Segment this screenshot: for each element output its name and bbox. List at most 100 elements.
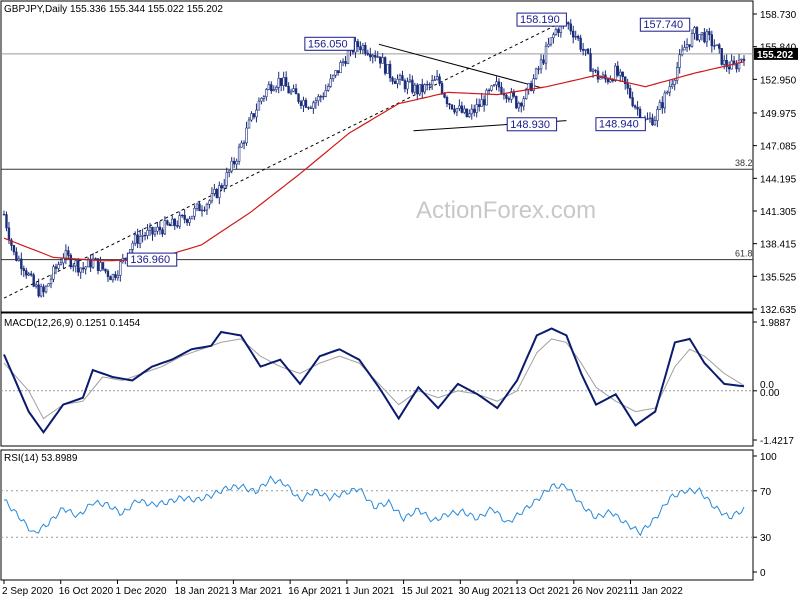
rsi-tick-label: 70 [760,487,772,498]
macd-title: MACD(12,26,9) 0.1251 0.1454 [4,318,141,329]
candle-body [715,44,718,47]
candle-body [537,68,540,70]
candle-body [124,257,127,260]
candle-body [532,78,535,91]
candle-body [435,76,439,81]
candle-body [591,69,595,72]
candle-body [49,278,53,285]
candle-body [284,77,288,87]
candle-body [153,230,157,235]
candle-body [59,262,63,265]
rsi-path [3,475,745,537]
rsi-axis: 100 70 30 0 [753,452,777,579]
candle-body [529,83,533,91]
candle-body [710,34,714,47]
candle-body [262,96,266,99]
candle-body [705,31,709,43]
date-tick-label: 11 Jan 2022 [629,586,684,597]
candle-body [468,113,471,118]
price-axis: 158.730155.840152.950149.975147.085144.1… [753,10,798,316]
candle-body [163,220,167,235]
candle-body [549,37,553,45]
candle-body [86,258,90,268]
candle-body [527,83,530,90]
candle-body [678,54,681,68]
candle-body [401,75,404,81]
candle-body [656,109,659,121]
candle-body [487,89,491,92]
candle-body [450,104,454,110]
candle-body [67,250,70,256]
candle-body [255,109,258,118]
candle-body [32,274,35,287]
price-tick-label: 138.415 [760,240,797,251]
candle-body [161,229,164,235]
candle-body [628,88,632,98]
candlesticks [2,16,746,298]
candle-body [470,108,473,115]
candle-body [141,234,144,237]
candle-body [525,88,528,100]
candle-body [700,32,704,35]
candle-body [683,47,686,51]
candle-body [302,99,305,106]
candle-body [594,69,597,72]
candle-body [500,86,503,95]
rsi-tick-label: 100 [760,452,777,463]
candle-body [438,76,441,84]
price-panel [0,0,754,313]
candle-body [666,91,669,94]
candle-body [230,160,233,172]
candle-body [346,49,350,64]
candle-body [658,102,662,110]
candle-body [148,226,152,231]
candle-body [242,142,246,144]
candle-body [319,96,322,98]
candle-body [497,81,501,88]
candle-body [287,86,290,94]
candle-body [158,226,162,231]
macd-tick-label: 0.00 [760,388,780,399]
candle-body [180,214,184,217]
candle-body [57,264,60,269]
candle-body [168,224,172,227]
candle-body [317,96,320,102]
candle-body [228,170,231,173]
candle-body [416,84,419,95]
candle-body [220,185,223,189]
fib-label: 61.8 [735,249,753,259]
candle-body [624,76,627,85]
date-tick-label: 2 Sep 2020 [2,586,54,597]
candle-body [569,23,572,32]
candle-body [371,55,374,58]
candle-body [81,267,85,270]
candle-body [245,127,248,144]
date-axis: 2 Sep 2020 16 Oct 2020 1 Dec 2020 18 Jan 20… [2,580,683,597]
candle-body [272,89,275,92]
candle-body [111,274,115,281]
candle-body [324,89,327,97]
candle-body [477,104,481,107]
candle-body [101,262,105,270]
candle-body [208,200,211,205]
date-tick-label: 3 Mar 2021 [231,586,282,597]
candle-body [490,85,493,91]
macd-axis: 1.9887 0.00.00 -1.4217 [753,318,794,447]
candle-body [653,120,657,126]
candle-body [606,78,610,83]
candle-body [116,275,120,278]
candle-body [495,81,498,86]
candle-body [455,108,459,113]
level-box [304,36,355,51]
candle-body [356,41,360,48]
macd-line [3,327,745,435]
price-tick-label: 135.525 [760,272,797,283]
candle-body [171,218,174,227]
candle-body [339,62,342,74]
candle-body [309,107,313,109]
candle-body [250,113,253,121]
candle-body [223,184,226,189]
candle-body [119,261,122,276]
candle-body [576,36,580,39]
candle-body [314,100,318,104]
